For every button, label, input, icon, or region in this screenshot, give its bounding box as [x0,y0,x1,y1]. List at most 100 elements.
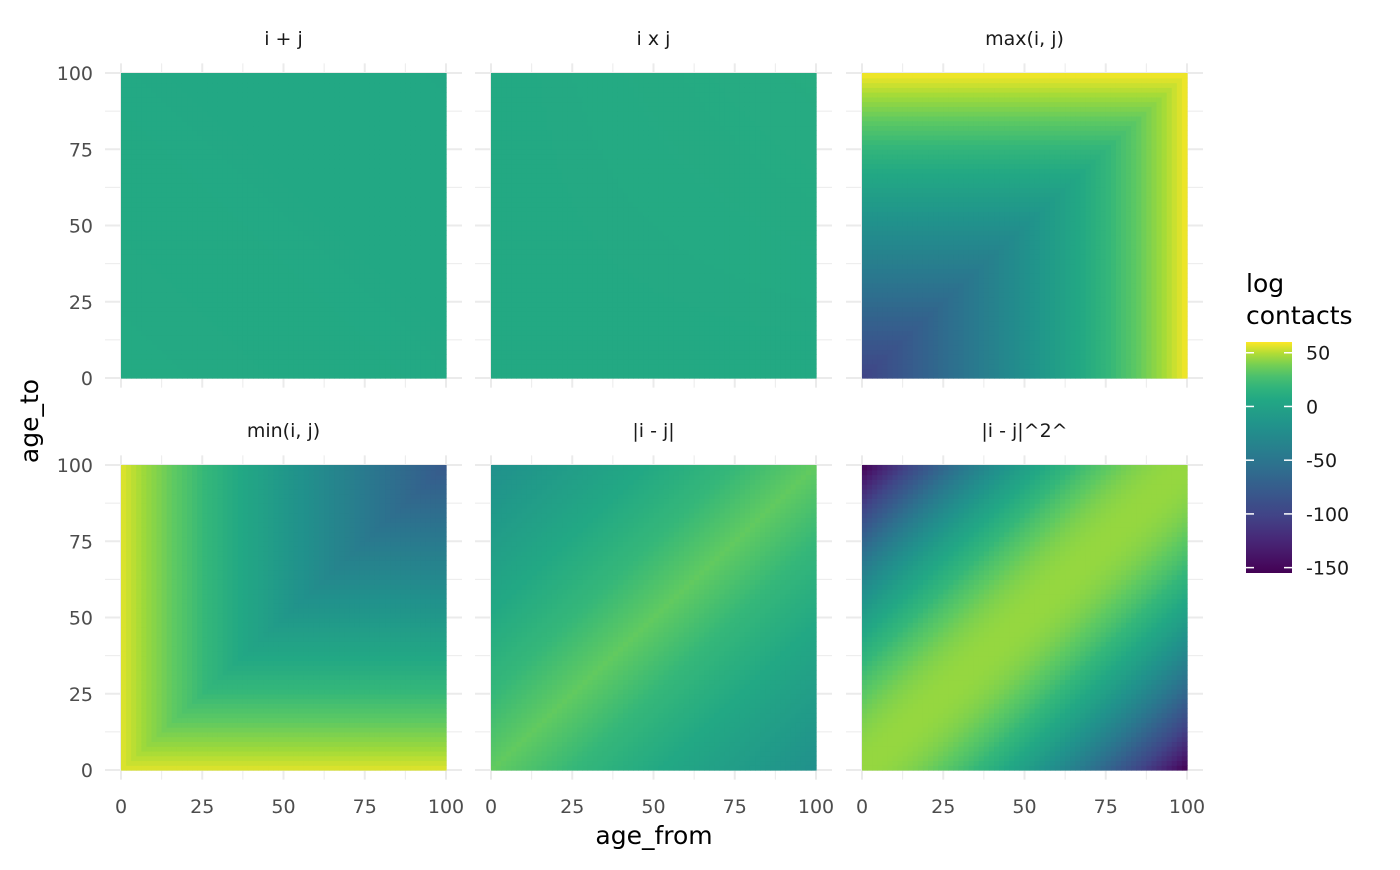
heatmap-cell [506,349,512,354]
heatmap-cell [537,121,543,126]
heatmap-cell [228,187,234,192]
heatmap-cell [197,164,203,169]
heatmap-cell [334,283,340,288]
heatmap-cell [329,307,335,312]
heatmap-cell [370,164,376,169]
heatmap-cell [207,102,213,107]
heatmap-cell [380,373,386,378]
heatmap-cell [400,116,406,121]
heatmap-cell [416,359,422,364]
heatmap-cell [516,135,522,140]
heatmap-cell [228,268,234,273]
heatmap-cell [187,192,193,197]
heatmap-cell [238,97,244,102]
heatmap-cell [537,102,543,107]
heatmap-cell [304,73,310,78]
heatmap-cell [329,364,335,369]
heatmap-cell [506,245,512,250]
heatmap-cell [496,140,502,145]
heatmap-cell [542,368,548,373]
heatmap-cell [126,106,132,111]
heatmap-cell [542,149,548,154]
heatmap-cell [223,216,229,221]
heatmap-cell [131,116,137,121]
heatmap-cell [304,187,310,192]
heatmap-cell [278,164,284,169]
heatmap-cell [131,87,137,92]
heatmap-cell [547,116,553,121]
heatmap-cell [243,307,249,312]
heatmap-cell [217,354,223,359]
heatmap-cell [319,307,325,312]
heatmap-cell [360,268,366,273]
heatmap-cell [167,330,173,335]
heatmap-cell [243,264,249,269]
heatmap-cell [380,78,386,83]
heatmap-cell [284,168,290,173]
heatmap-cell [506,240,512,245]
heatmap-cell [410,211,416,216]
heatmap-cell [385,316,391,321]
heatmap-cell [344,349,350,354]
heatmap-cell [182,135,188,140]
heatmap-cell [223,268,229,273]
heatmap-cell [157,345,163,350]
heatmap-cell [131,92,137,97]
heatmap-cell [350,78,356,83]
heatmap-cell [228,197,234,202]
heatmap-cell [278,235,284,240]
heatmap-cell [217,183,223,188]
heatmap-cell [339,106,345,111]
heatmap-cell [182,283,188,288]
heatmap-cell [207,278,213,283]
heatmap-cell [344,87,350,92]
heatmap-cell [187,321,193,326]
heatmap-cell [385,197,391,202]
heatmap-cell [501,249,507,254]
heatmap-cell [521,173,527,178]
heatmap-cell [350,354,356,359]
heatmap-cell [136,154,142,159]
heatmap-cell [253,187,259,192]
heatmap-cell [410,302,416,307]
heatmap-cell [243,311,249,316]
heatmap-cell [167,345,173,350]
heatmap-cell [121,111,127,116]
heatmap-cell [238,149,244,154]
heatmap-cell [121,125,127,130]
heatmap-cell [253,183,259,188]
heatmap-cell [289,221,295,226]
heatmap-cell [253,230,259,235]
heatmap-cell [263,202,269,207]
heatmap-cell [547,292,553,297]
heatmap-cell [390,87,396,92]
heatmap-cell [304,326,310,331]
heatmap-cell [390,259,396,264]
heatmap-cell [146,102,152,107]
heatmap-cell [212,116,218,121]
heatmap-cell [405,349,411,354]
heatmap-cell [162,326,168,331]
heatmap-cell [207,111,213,116]
heatmap-cell [506,268,512,273]
heatmap-cell [121,168,127,173]
heatmap-cell [375,373,381,378]
heatmap-cell [521,245,527,250]
heatmap-cell [162,340,168,345]
heatmap-cell [521,311,527,316]
heatmap-cell [542,287,548,292]
heatmap-cell [552,283,558,288]
heatmap-cell [527,230,533,235]
heatmap-cell [141,245,147,250]
heatmap-cell [344,292,350,297]
heatmap-cell [400,125,406,130]
heatmap-cell [141,335,147,340]
heatmap-cell [365,211,371,216]
heatmap-cell [334,97,340,102]
heatmap-cell [339,311,345,316]
heatmap-cell [319,73,325,78]
heatmap-cell [151,125,157,130]
heatmap-cell [547,364,553,369]
heatmap-cell [289,264,295,269]
heatmap-cell [375,87,381,92]
